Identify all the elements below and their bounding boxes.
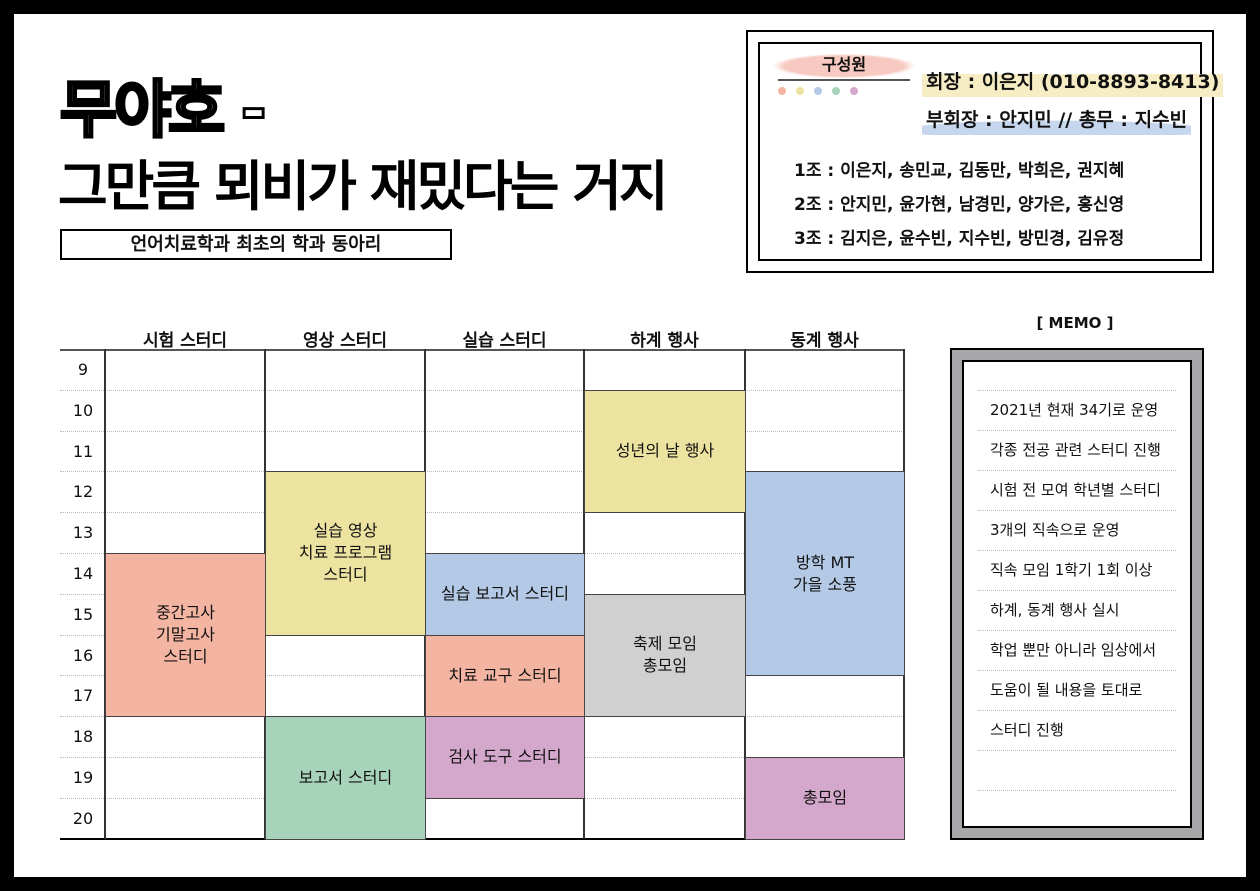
- team-list: 1조 : 이은지, 송민교, 김동만, 박희은, 권지혜 2조 : 안지민, 윤…: [794, 154, 1124, 256]
- memo-line-text: 학업 뿐만 아니라 임상에서: [990, 641, 1157, 659]
- schedule-block: 축제 모임 총모임: [584, 593, 746, 718]
- president-line: 회장 : 이은지 (010-8893-8413): [922, 64, 1224, 97]
- title-club-name: 무야호 -: [58, 72, 267, 148]
- color-dot: [832, 87, 840, 95]
- team-2: 2조 : 안지민, 윤가현, 남경민, 양가은, 홍신영: [794, 195, 1125, 215]
- color-dots: [778, 87, 858, 95]
- members-label: 구성원: [774, 54, 914, 78]
- row-divider: [60, 430, 904, 432]
- memo-line-text: 2021년 현재 34기로 운영: [990, 401, 1159, 419]
- memo-title: [ MEMO ]: [1036, 314, 1114, 332]
- memo-line-text: 3개의 직속으로 운영: [990, 521, 1120, 539]
- team-3: 3조 : 김지은, 윤수빈, 지수빈, 방민경, 김유정: [794, 229, 1125, 249]
- schedule-block: 검사 도구 스터디: [425, 716, 585, 799]
- grid-top-line: [60, 349, 904, 351]
- members-panel: 구성원 회장 : 이은지 (010-8893-8413) 부회장 : 안지민 /…: [746, 30, 1224, 273]
- hour-label: 10: [72, 400, 94, 420]
- memo-line-text: 각종 전공 관련 스터디 진행: [990, 441, 1161, 459]
- column-header: 하계 행사: [630, 331, 699, 351]
- schedule-block: 총모임: [745, 757, 905, 840]
- memo-rule: [978, 790, 1176, 791]
- row-divider: [60, 512, 904, 514]
- hour-label: 19: [72, 768, 94, 787]
- vice-treasurer-line: 부회장 : 안지민 // 총무 : 지수빈: [922, 102, 1192, 135]
- memo-rule: [978, 750, 1176, 751]
- column-header: 시험 스터디: [142, 331, 228, 351]
- schedule-block: 방학 MT 가을 소풍: [745, 471, 905, 677]
- memo-rule: [978, 510, 1176, 511]
- memo-rule: [978, 390, 1176, 391]
- hour-label: 12: [72, 482, 94, 502]
- hour-label: 9: [77, 360, 89, 379]
- schedule-block: 중간고사 기말고사 스터디: [105, 553, 266, 718]
- hour-label: 16: [72, 645, 94, 665]
- hour-label: 17: [72, 686, 94, 706]
- column-header: 동계 행사: [790, 331, 859, 351]
- memo-rule: [978, 710, 1176, 711]
- hour-label: 13: [72, 523, 94, 543]
- team-1: 1조 : 이은지, 송민교, 김동만, 박희은, 권지혜: [794, 161, 1125, 181]
- memo-line-text: 시험 전 모여 학년별 스터디: [990, 481, 1161, 499]
- members-panel-inner: 구성원 회장 : 이은지 (010-8893-8413) 부회장 : 안지민 /…: [758, 42, 1224, 261]
- row-divider: [60, 471, 904, 473]
- hour-label: 11: [72, 441, 94, 461]
- hour-label: 18: [72, 727, 94, 747]
- hour-label: 15: [72, 604, 94, 624]
- row-divider: [60, 389, 904, 391]
- grid-bottom-line: [60, 838, 904, 840]
- column-header: 영상 스터디: [302, 331, 388, 351]
- title-slogan: 그만큼 뫼비가 재밌다는 거지: [58, 155, 669, 218]
- hour-label: 14: [72, 564, 94, 583]
- memo-rule: [978, 550, 1176, 551]
- schedule-block: 성년의 날 행사: [584, 389, 746, 514]
- color-dot: [850, 87, 858, 95]
- memo-rule: [978, 670, 1176, 671]
- memo-line-text: 직속 모임 1학기 1회 이상: [990, 561, 1153, 579]
- memo-line-text: 하계, 동계 행사 실시: [990, 601, 1120, 619]
- color-dot: [814, 87, 822, 95]
- memo-line-text: 스터디 진행: [990, 721, 1064, 739]
- schedule-block: 보고서 스터디: [265, 716, 426, 840]
- memo-rule: [978, 470, 1176, 471]
- divider: [778, 79, 910, 81]
- poster: 무야호 - 그만큼 뫼비가 재밌다는 거지 언어치료학과 최초의 학과 동아리 …: [14, 14, 1246, 877]
- color-dot: [778, 87, 786, 95]
- subtitle-box: 언어치료학과 최초의 학과 동아리: [60, 229, 452, 260]
- memo-line-text: 도움이 될 내용을 토대로: [990, 681, 1143, 699]
- memo-rule: [978, 630, 1176, 631]
- column-header: 실습 스터디: [462, 331, 547, 351]
- hour-label: 20: [72, 808, 94, 828]
- memo-rule: [978, 430, 1176, 431]
- schedule-block: 실습 영상 치료 프로그램 스터디: [265, 471, 426, 636]
- color-dot: [796, 87, 804, 95]
- schedule-block: 치료 교구 스터디: [425, 634, 585, 718]
- schedule-block: 실습 보고서 스터디: [425, 553, 585, 636]
- memo-rule: [978, 590, 1176, 591]
